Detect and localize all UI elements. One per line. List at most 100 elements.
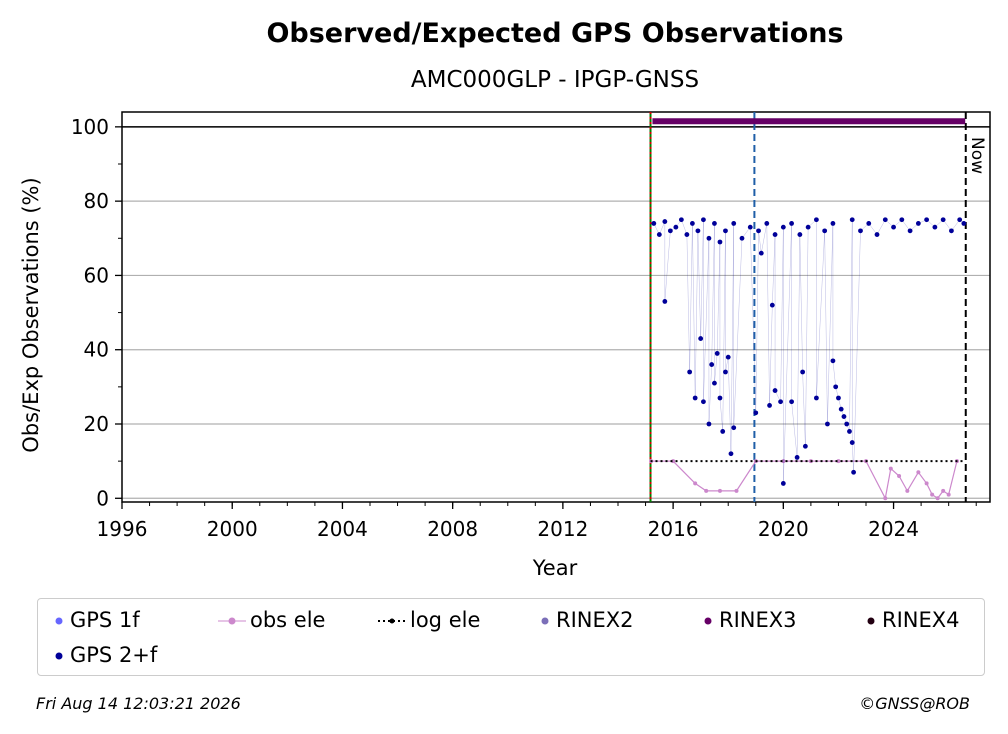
gps-2f-point <box>728 451 734 457</box>
plot-area: 1996 2000 2004 2008 2012 2016 2020 2024 0 20 40 60 8… <box>71 111 991 541</box>
obs-ele-point <box>924 481 929 486</box>
gps-2f-point <box>874 232 880 237</box>
gps-2f-point <box>731 221 737 226</box>
gps-2f-point <box>756 228 761 234</box>
legend-entry-rinex3: RINEX3 <box>701 608 797 632</box>
gps-2f-point <box>673 224 679 230</box>
gps-2f-point <box>758 250 764 256</box>
gps-2f-point <box>725 354 731 360</box>
gps-2f-point <box>767 403 772 408</box>
gps-2f-point <box>899 217 905 223</box>
x-tick-label: 2024 <box>868 517 919 541</box>
gps-2f-point <box>667 228 673 234</box>
obs-ele-line <box>651 460 958 501</box>
obs-ele-point <box>897 474 902 478</box>
obs-ele-point <box>946 492 951 497</box>
chart-subtitle: AMC000GLP - IPGP-GNSS <box>411 67 699 93</box>
gps-2f-point <box>940 217 946 223</box>
gps-2f-point <box>844 421 850 427</box>
gps-2f-point <box>851 469 856 475</box>
gps-2f-point <box>662 299 668 304</box>
chart-title: Observed/Expected GPS Observations <box>266 18 843 49</box>
legend-marker-dot-icon <box>55 652 63 660</box>
gps-2f-point <box>706 235 712 241</box>
gps-2f-point <box>709 362 715 367</box>
legend-marker-dotted-line-icon <box>378 618 406 624</box>
gps-2f-point <box>656 232 662 237</box>
gps-2f-point <box>849 440 855 445</box>
footer-credit: ©GNSS@ROB <box>859 694 970 713</box>
legend-entry-rinex4: RINEX4 <box>864 608 960 632</box>
legend-label: RINEX3 <box>719 608 797 632</box>
gps-2f-point <box>678 217 684 223</box>
gps-2f-point <box>662 219 668 224</box>
obs-ele-point <box>930 492 935 497</box>
gps-2f-point <box>822 228 828 234</box>
obs-ele-point <box>734 488 739 493</box>
gps-2f-point <box>684 232 690 237</box>
gps-2f-point <box>814 395 819 401</box>
gps-2f-point <box>739 235 745 241</box>
gps-2f-point <box>692 395 698 401</box>
gps-2f-point <box>690 221 695 226</box>
legend-label: GPS 2+f <box>70 643 158 667</box>
y-tick-label: 20 <box>84 412 109 436</box>
gps-2f-point <box>772 388 778 393</box>
gps-2f-point <box>830 221 836 226</box>
gps-2f-point <box>825 421 830 427</box>
gps-2f-point <box>701 399 706 405</box>
gps-2f-line <box>653 219 964 484</box>
legend-label: RINEX2 <box>556 608 634 632</box>
plot-frame <box>121 111 991 503</box>
obs-ele-point <box>693 481 698 486</box>
y-axis-label: Obs/Exp Observations (%) <box>19 177 43 452</box>
y-tick-label: 60 <box>84 263 109 287</box>
gps-2f-point <box>695 228 701 234</box>
gps-2f-point <box>830 358 836 364</box>
legend-entry-gps-1f: GPS 1f <box>52 608 140 632</box>
gps-2f-point <box>949 228 954 234</box>
gps-2f-point <box>764 221 770 226</box>
legend-entry-log-ele: log ele <box>378 608 480 632</box>
legend-marker-dot-icon <box>55 617 63 625</box>
gps-2f-point <box>701 217 706 223</box>
gps-2f-point <box>814 217 819 223</box>
y-tick-label: 80 <box>84 189 109 213</box>
obs-ele-point <box>883 496 888 501</box>
gps-2f-point <box>717 239 723 245</box>
gps-2f-point <box>723 228 728 234</box>
x-tick-label: 2016 <box>648 517 699 541</box>
gps-2f-point <box>706 421 712 427</box>
legend-label: obs ele <box>250 608 326 632</box>
gps-2f-point <box>731 425 737 431</box>
gps-2f-point <box>780 224 786 230</box>
gps-2f-point <box>780 481 786 486</box>
gps-2f-point <box>838 406 844 412</box>
x-tick-label: 1996 <box>97 517 148 541</box>
legend-label: log ele <box>410 608 481 632</box>
legend-marker-dot-icon <box>704 617 712 625</box>
gps-2f-point <box>712 221 717 226</box>
gps-2f-point <box>858 228 863 234</box>
gps-2f-point <box>882 217 888 223</box>
legend-entry-rinex2: RINEX2 <box>538 608 634 632</box>
obs-ele-point <box>717 488 722 493</box>
gps-2f-point <box>849 217 855 223</box>
x-tick-label: 2008 <box>427 517 478 541</box>
y-tick-label: 40 <box>84 338 109 362</box>
gps-2f-point <box>651 221 657 226</box>
y-tick-label: 0 <box>96 486 109 510</box>
y-tick-label: 100 <box>71 115 109 139</box>
obs-ele-point <box>935 496 940 501</box>
gps-2f-point <box>778 399 783 405</box>
x-tick-label: 2020 <box>758 517 809 541</box>
gps-2f-point <box>833 384 839 390</box>
gps-2f-point <box>802 443 808 449</box>
footer-timestamp: Fri Aug 14 12:03:21 2026 <box>36 694 241 713</box>
chart-legend: GPS 1f obs ele log ele RINEX2 RINEX3 RIN… <box>37 598 985 676</box>
gps-2f-point <box>797 232 803 237</box>
gps-2f-point <box>714 351 720 356</box>
gps-2f-point <box>932 224 938 230</box>
gps-2f-point <box>747 224 753 230</box>
